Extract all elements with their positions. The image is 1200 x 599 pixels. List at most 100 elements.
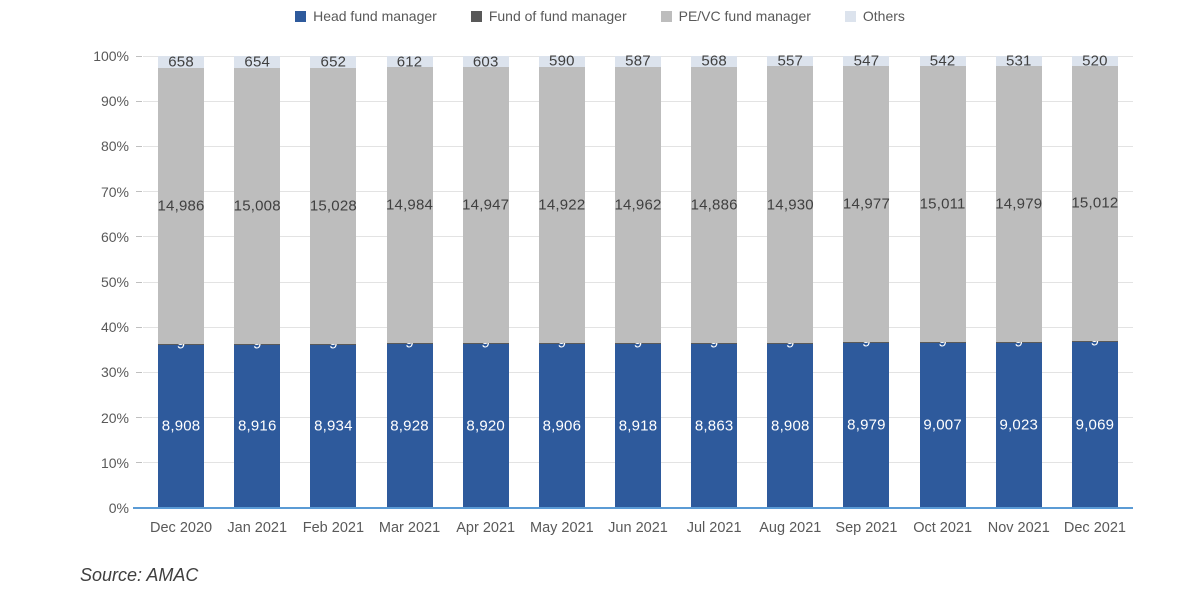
- x-tick-label: Jan 2021: [227, 520, 288, 536]
- y-tick-label: 70%: [100, 183, 129, 200]
- bar-value-label: 547: [853, 52, 880, 70]
- bar-segment-pevc: [310, 67, 357, 344]
- bar-value-label: 654: [244, 53, 271, 71]
- bar-value-label: 9,069: [1075, 416, 1115, 434]
- bar-value-label: 14,922: [538, 196, 586, 214]
- y-tick-label: 0%: [108, 500, 129, 516]
- bar-value-label: 8,920: [466, 417, 505, 435]
- bar-segment-head: [310, 344, 357, 508]
- bar-value-label: 9: [252, 335, 262, 353]
- x-tick-label: Jul 2021: [686, 520, 742, 536]
- x-tick-label: Dec 2021: [1063, 520, 1126, 536]
- bar-value-label: 8,918: [618, 417, 658, 435]
- bar-segment-pevc: [843, 66, 890, 343]
- bar-segment-others: [615, 56, 661, 67]
- bar-segment-others: [767, 56, 814, 67]
- bar-segment-others: [1071, 56, 1118, 66]
- y-tick-label: 20%: [100, 409, 129, 426]
- y-axis-tick: [136, 236, 142, 238]
- bar-segment-others: [843, 56, 890, 67]
- bar-value-label: 9: [176, 335, 186, 353]
- y-axis-tick: [136, 462, 142, 464]
- bar-segment-others: [919, 56, 966, 66]
- bar-value-label: 9,023: [999, 416, 1039, 434]
- y-tick-label: 80%: [100, 138, 129, 155]
- bar-value-label: 520: [1082, 52, 1108, 70]
- y-axis-tick: [136, 281, 142, 283]
- bar-segment-pevc: [538, 66, 585, 344]
- legend-swatch-icon: [470, 10, 482, 22]
- bar-value-label: 590: [549, 52, 575, 70]
- x-tick-label: Oct 2021: [913, 520, 973, 536]
- bar-segment-head: [843, 342, 890, 508]
- bar-value-label: 542: [929, 52, 956, 70]
- bar-value-label: 9: [938, 333, 947, 351]
- bar-segment-pevc: [158, 68, 205, 344]
- bar-value-label: 587: [625, 52, 651, 70]
- y-axis-tick: [136, 55, 142, 57]
- bar-value-label: 8,934: [314, 417, 353, 435]
- bar-value-label: 8,916: [237, 417, 277, 435]
- bar-value-label: 8,979: [847, 416, 886, 434]
- bar-segment-head: [767, 343, 814, 508]
- bar-segment-others: [158, 56, 205, 69]
- bar-value-label: 8,908: [161, 417, 201, 435]
- legend-item: Others: [844, 8, 905, 24]
- legend-label: Fund of fund manager: [488, 8, 627, 24]
- y-axis-tick: [136, 417, 142, 419]
- bar-value-label: 14,986: [157, 197, 205, 215]
- bar-value-label: 15,008: [233, 197, 281, 215]
- bar-value-label: 9: [1090, 332, 1100, 350]
- bar-segment-pevc: [919, 65, 966, 343]
- bar-value-label: 652: [320, 53, 347, 71]
- bar-value-label: 9: [1014, 333, 1024, 351]
- x-tick-label: May 2021: [530, 520, 594, 536]
- bar-value-label: 9: [405, 334, 414, 352]
- y-axis-tick: [136, 100, 142, 102]
- bar-segment-pevc: [615, 66, 661, 344]
- bar-value-label: 15,012: [1071, 194, 1119, 212]
- bar-value-label: 603: [472, 53, 499, 71]
- bar-value-label: 9: [557, 334, 567, 352]
- bar-value-label: 568: [701, 52, 727, 70]
- y-tick-label: 60%: [100, 228, 129, 245]
- source-note: Source: AMAC: [80, 565, 199, 585]
- bar-value-label: 9: [709, 334, 719, 352]
- y-axis-tick: [136, 326, 142, 328]
- y-tick-label: 30%: [100, 364, 129, 381]
- y-axis-tick: [136, 191, 142, 193]
- x-tick-label: Nov 2021: [987, 520, 1050, 536]
- y-tick-label: 10%: [100, 454, 129, 471]
- bar-value-label: 8,906: [542, 417, 582, 435]
- bar-value-label: 9: [633, 334, 643, 352]
- bar-segment-others: [310, 56, 357, 68]
- bar-value-label: 14,977: [842, 195, 890, 213]
- bar-value-label: 15,028: [309, 197, 357, 215]
- x-tick-label: Aug 2021: [759, 520, 822, 536]
- x-axis-line: [133, 507, 1133, 509]
- bar-segment-others: [234, 56, 281, 69]
- bar-segment-head: [538, 343, 585, 508]
- y-axis-tick: [136, 145, 142, 147]
- bar-value-label: 8,908: [771, 417, 810, 434]
- bar-segment-others: [386, 56, 433, 68]
- bar-value-label: 612: [396, 53, 423, 71]
- legend: Head fund manager Fund of fund manager PE/…: [0, 8, 1200, 24]
- bar-segment-pevc: [462, 67, 509, 344]
- y-tick-label: 50%: [100, 274, 129, 290]
- bar-value-label: 14,979: [995, 195, 1043, 213]
- x-tick-label: Apr 2021: [456, 520, 516, 536]
- x-tick-label: Dec 2020: [150, 520, 213, 536]
- y-tick-label: 90%: [100, 93, 129, 110]
- legend-label: PE/VC fund manager: [678, 8, 811, 24]
- y-axis-tick: [136, 371, 142, 373]
- bar-segment-head: [1071, 341, 1118, 508]
- legend-item: PE/VC fund manager: [660, 8, 811, 24]
- bar-segment-others: [462, 56, 509, 68]
- bar-segment-head: [919, 342, 966, 508]
- bar-value-label: 9: [329, 335, 338, 353]
- bar-segment-head: [462, 343, 509, 508]
- bar-segment-pevc: [995, 65, 1042, 342]
- bar-segment-head: [386, 343, 433, 508]
- x-tick-label: Mar 2021: [378, 520, 441, 536]
